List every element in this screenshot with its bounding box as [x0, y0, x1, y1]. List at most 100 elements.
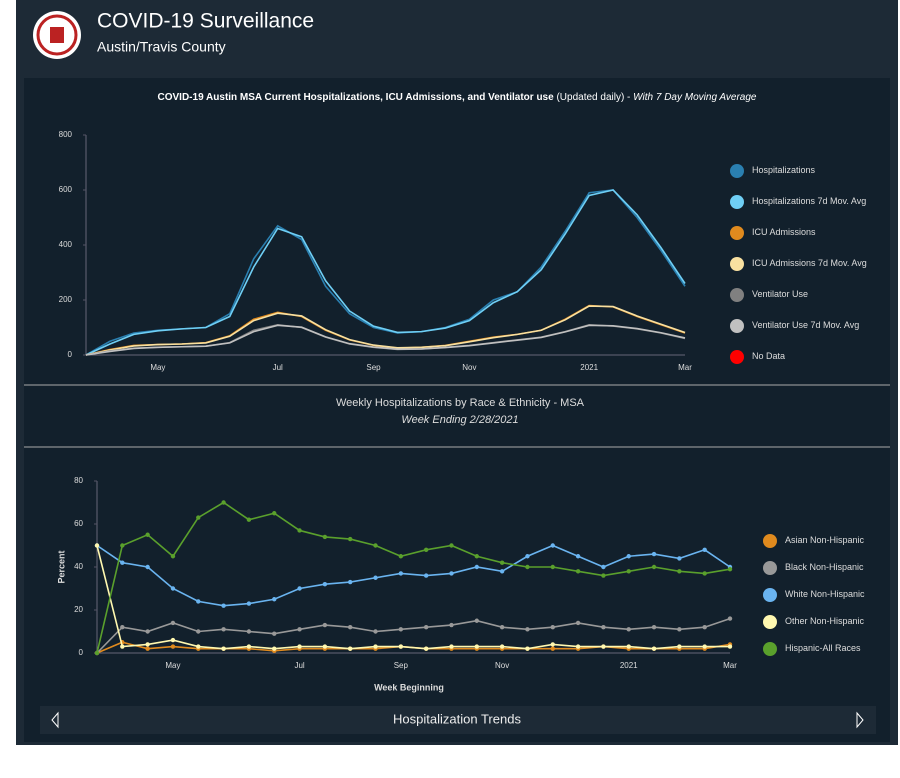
x-tick-label: Sep — [394, 661, 409, 670]
y-axis-label: Percent — [56, 550, 66, 583]
legend-item[interactable]: Hospitalizations 7d Mov. Avg — [730, 195, 872, 209]
point — [525, 564, 530, 570]
point — [398, 644, 404, 649]
point — [272, 646, 277, 651]
point — [702, 571, 707, 576]
point — [677, 569, 682, 574]
point — [272, 597, 277, 602]
x-tick-label: May — [165, 661, 180, 670]
legend-label: White Non-Hispanic — [785, 589, 865, 599]
legend-item[interactable]: Ventilator Use 7d Mov. Avg — [730, 319, 872, 333]
point — [272, 511, 277, 516]
header-title: COVID-19 Surveillance — [97, 10, 314, 33]
point — [120, 543, 125, 548]
point — [170, 620, 176, 626]
series-line — [85, 189, 686, 356]
legend-item[interactable]: ICU Admissions — [730, 226, 872, 240]
legend-swatch — [763, 534, 777, 548]
legend-swatch — [730, 195, 744, 209]
point — [727, 644, 733, 649]
x-tick-label: 2021 — [620, 661, 638, 670]
point — [221, 500, 226, 505]
x-tick-label: 2021 — [580, 363, 598, 372]
legend-label: ICU Admissions 7d Mov. Avg — [752, 258, 867, 268]
legend-item[interactable]: Hospitalizations — [730, 164, 872, 178]
point — [120, 644, 125, 649]
y-tick-label: 600 — [59, 185, 73, 194]
point — [651, 646, 657, 651]
point — [626, 644, 631, 649]
point — [449, 571, 454, 576]
legend-item[interactable]: Ventilator Use — [730, 288, 872, 302]
title-italic: With 7 Day Moving Average — [633, 92, 757, 103]
point — [322, 582, 328, 587]
legend-item[interactable]: Asian Non-Hispanic — [763, 534, 900, 548]
legend-label: Ventilator Use — [752, 289, 809, 299]
legend-swatch — [763, 588, 777, 602]
point — [145, 532, 150, 537]
point — [348, 536, 353, 542]
chart-title: COVID-19 Austin MSA Current Hospitalizat… — [158, 92, 757, 103]
point — [196, 599, 201, 604]
legend-label: Ventilator Use 7d Mov. Avg — [752, 320, 860, 330]
y-tick-label: 400 — [59, 240, 73, 249]
series-line — [85, 189, 686, 356]
point — [170, 644, 176, 649]
point — [601, 564, 606, 570]
point — [702, 625, 707, 630]
point — [550, 642, 555, 647]
point — [348, 579, 353, 585]
point — [449, 622, 454, 628]
next-arrow[interactable] — [856, 711, 864, 729]
point — [575, 554, 581, 559]
point — [499, 625, 505, 630]
point — [702, 547, 707, 552]
legend-item[interactable]: Hispanic-All Races — [763, 642, 900, 656]
point — [272, 631, 277, 636]
legend-swatch — [730, 288, 744, 302]
title-note: (Updated daily) - — [556, 92, 633, 103]
point — [423, 573, 429, 578]
point — [373, 543, 378, 548]
legend-label: Asian Non-Hispanic — [785, 535, 865, 545]
point — [221, 627, 226, 632]
prev-arrow[interactable] — [51, 711, 59, 729]
point — [525, 554, 530, 559]
point — [348, 625, 353, 630]
legend-item[interactable]: Black Non-Hispanic — [763, 561, 900, 575]
point — [474, 554, 479, 559]
point — [651, 625, 657, 630]
header-subtitle: Austin/Travis County — [97, 39, 226, 55]
point — [196, 644, 201, 649]
legend-item[interactable]: No Data — [730, 350, 872, 364]
legend-item[interactable]: Other Non-Hispanic — [763, 615, 900, 629]
point — [373, 575, 378, 580]
x-tick-label: Nov — [495, 661, 509, 670]
point — [449, 543, 454, 548]
y-tick-label: 0 — [68, 350, 73, 359]
point — [525, 627, 530, 632]
legend-item[interactable]: ICU Admissions 7d Mov. Avg — [730, 257, 872, 271]
point — [94, 543, 100, 548]
point — [297, 627, 302, 632]
point — [398, 571, 404, 576]
legend-label: No Data — [752, 351, 786, 361]
point — [398, 554, 404, 559]
legend-label: Hispanic-All Races — [785, 643, 861, 653]
point — [677, 627, 682, 632]
legend-item[interactable]: White Non-Hispanic — [763, 588, 900, 602]
point — [626, 554, 631, 559]
y-tick-label: 800 — [59, 130, 73, 139]
x-tick-label: Mar — [678, 363, 692, 372]
point — [221, 603, 226, 608]
legend-swatch — [763, 615, 777, 629]
point — [322, 622, 328, 628]
point — [550, 543, 555, 548]
point — [373, 644, 378, 649]
x-tick-label: Mar — [723, 661, 737, 670]
point — [398, 627, 404, 632]
point — [626, 569, 631, 574]
point — [525, 646, 530, 651]
series-line — [96, 501, 731, 654]
